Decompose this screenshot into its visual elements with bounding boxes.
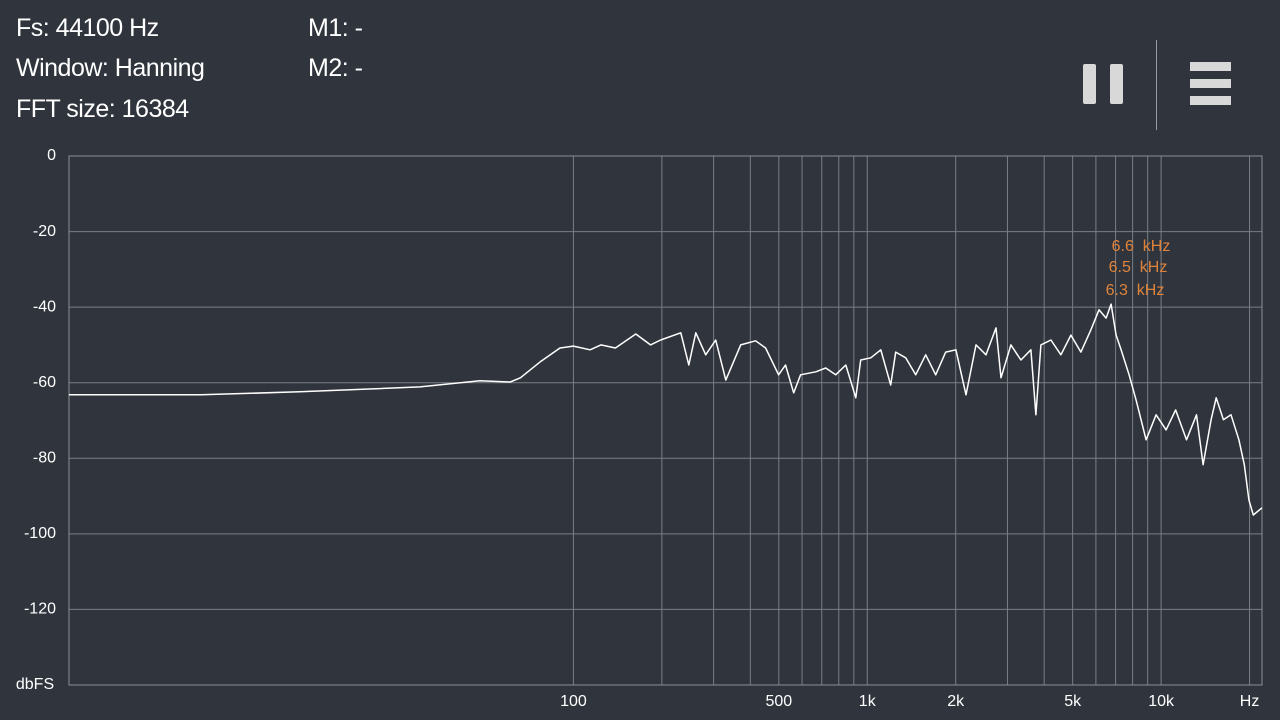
x-tick-label: 1k — [859, 693, 877, 710]
y-tick-label: -80 — [33, 450, 56, 467]
y-tick-label: -120 — [24, 601, 56, 618]
pause-bar — [1083, 64, 1096, 104]
x-tick-label: 500 — [765, 693, 792, 710]
menu-bar — [1190, 62, 1231, 71]
y-tick-label: -100 — [24, 525, 56, 542]
plot-frame — [68, 155, 1263, 686]
x-tick-label: Hz — [1240, 693, 1260, 710]
pause-button[interactable] — [1074, 52, 1134, 112]
y-tick-label: 0 — [47, 147, 56, 164]
x-tick-label: 100 — [560, 693, 587, 710]
y-tick-label: -60 — [33, 374, 56, 391]
peak-annotation: 6.3 kHz — [1106, 282, 1165, 299]
x-tick-label: 10k — [1148, 693, 1175, 710]
peak-annotation: 6.5 kHz — [1109, 259, 1168, 276]
x-tick-label: 5k — [1064, 693, 1082, 710]
y-tick-label: -20 — [33, 223, 56, 240]
spectrum-line — [69, 303, 1263, 516]
fft-size: FFT size: 16384 — [16, 95, 189, 123]
y-tick-label: -40 — [33, 298, 56, 315]
marker-1: M1: - — [308, 14, 363, 42]
marker-2: M2: - — [308, 54, 363, 82]
x-tick-label: 2k — [947, 693, 965, 710]
y-axis-label: dbFS — [16, 676, 54, 693]
window-type: Window: Hanning — [16, 54, 205, 82]
sample-rate: Fs: 44100 Hz — [16, 14, 159, 42]
menu-bar — [1190, 96, 1231, 105]
pause-bar — [1110, 64, 1123, 104]
peak-annotation: 6.6 kHz — [1112, 238, 1171, 255]
menu-button[interactable] — [1180, 52, 1240, 112]
divider — [1156, 40, 1157, 130]
menu-bar — [1190, 79, 1231, 88]
